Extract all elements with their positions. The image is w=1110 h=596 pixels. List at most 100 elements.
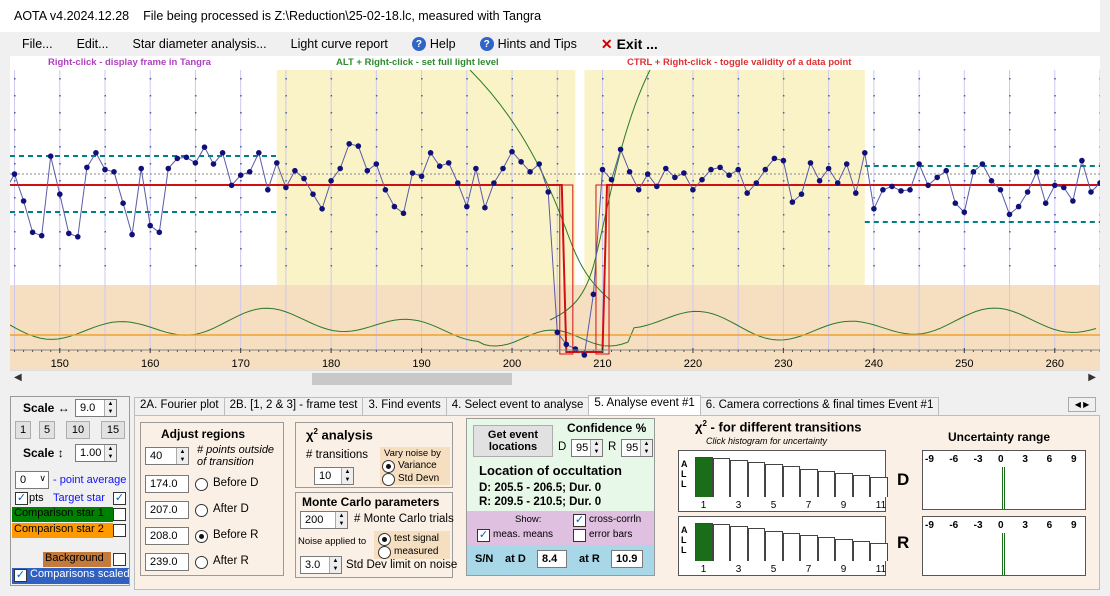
after-d-input[interactable]: 207.0 <box>145 501 189 519</box>
scroll-thumb[interactable] <box>312 373 512 385</box>
tab-frame-test[interactable]: 2B. [1, 2 & 3] - frame test <box>223 397 364 415</box>
spinner-icon[interactable]: ▲ ▼ <box>590 440 602 456</box>
chi2-hist-r-bar[interactable] <box>782 532 800 561</box>
comparisons-scaled-checkbox[interactable]: ✓ <box>14 569 27 582</box>
data-point <box>536 161 542 167</box>
chi2-hist-d-bar[interactable] <box>800 468 818 497</box>
chi2-hist-d-bar[interactable] <box>730 459 748 497</box>
grid-dot <box>240 146 242 148</box>
preset-1-button[interactable]: 1 <box>15 421 31 439</box>
std-devn-label: Std Devn <box>398 473 440 484</box>
cross-corrln-checkbox[interactable]: ✓ <box>573 514 586 527</box>
chi2-hist-d-bar[interactable] <box>747 461 765 497</box>
spinner-icon[interactable]: ▲ ▼ <box>176 448 188 464</box>
spinner-icon[interactable]: ▲ ▼ <box>640 440 652 456</box>
menu-light-curve-report[interactable]: Light curve report <box>279 37 400 51</box>
error-bars-checkbox[interactable] <box>573 529 586 542</box>
chi2-histogram-d[interactable]: A L L 1 3 5 7 9 11 <box>678 450 888 512</box>
tab-select-event[interactable]: 4. Select event to analyse <box>445 397 590 415</box>
preset-15-button[interactable]: 15 <box>101 421 125 439</box>
spinner-icon[interactable]: ▲ ▼ <box>104 400 116 416</box>
chi2-hist-r-bar[interactable] <box>695 523 713 561</box>
points-outside-input[interactable]: 40 ▲ ▼ <box>145 447 189 465</box>
meas-means-checkbox[interactable]: ✓ <box>477 529 490 542</box>
chi2-hist-r-bar[interactable] <box>870 542 888 561</box>
confidence-d-input[interactable]: 95 ▲ ▼ <box>571 439 603 457</box>
chi2-hist-d-bar[interactable] <box>765 463 783 497</box>
chi2-hist-d-bar[interactable] <box>852 475 870 497</box>
grid-dot <box>963 248 966 250</box>
menu-star-diameter[interactable]: Star diameter analysis... <box>121 37 279 51</box>
chi2-hist-r-bar[interactable] <box>730 526 748 561</box>
spinner-icon[interactable]: ▲ ▼ <box>104 445 116 461</box>
preset-10-button[interactable]: 10 <box>66 421 90 439</box>
chi2-hist-d-bar[interactable] <box>870 477 888 497</box>
transitions-input[interactable]: 10 ▲ ▼ <box>314 467 354 485</box>
comparison-2-checkbox[interactable] <box>113 524 126 537</box>
grid-dot <box>873 248 875 250</box>
chi2-hist-r-bar[interactable] <box>747 528 765 561</box>
test-signal-radio[interactable] <box>378 533 391 546</box>
after-r-radio[interactable] <box>195 556 208 569</box>
data-point <box>509 148 515 155</box>
pts-checkbox[interactable]: ✓ <box>15 492 28 505</box>
tab-find-events[interactable]: 3. Find events <box>362 397 447 415</box>
spinner-icon[interactable]: ▲ ▼ <box>341 468 353 484</box>
background-checkbox[interactable] <box>113 553 126 566</box>
chi2-hist-d-bar[interactable] <box>695 457 713 497</box>
chi2-hist-d-bin-label: 1 <box>700 500 707 511</box>
data-point <box>445 160 452 166</box>
scale-h-input[interactable]: 9.0 ▲ ▼ <box>75 399 117 417</box>
before-r-radio[interactable] <box>195 530 208 543</box>
chi2-hist-r-bar[interactable] <box>835 538 853 561</box>
measured-radio[interactable] <box>378 546 391 559</box>
tab-analyse-event[interactable]: 5. Analyse event #1 <box>588 395 701 415</box>
chi2-hist-d-bar[interactable] <box>782 466 800 497</box>
plot-scrollbar[interactable]: ◀ ▶ <box>10 370 1100 386</box>
test-signal-label: test signal <box>394 533 440 544</box>
target-star-checkbox[interactable]: ✓ <box>113 492 126 505</box>
variance-radio[interactable] <box>382 460 395 473</box>
chi2-histogram-r[interactable]: A L L 1 3 5 7 9 11 <box>678 516 888 576</box>
chi2-hist-d-bar[interactable] <box>712 457 730 497</box>
get-event-locations-button[interactable]: Get event locations <box>473 425 553 457</box>
chi2-hist-r-bar[interactable] <box>712 524 730 561</box>
chi2-hist-r-bar[interactable] <box>765 530 783 561</box>
chi2-hist-d-bar[interactable] <box>835 473 853 497</box>
tab-fourier[interactable]: 2A. Fourier plot <box>134 397 225 415</box>
before-d-input[interactable]: 174.0 <box>145 475 189 493</box>
scroll-left-icon[interactable]: ◀ <box>14 372 22 383</box>
after-d-radio[interactable] <box>195 504 208 517</box>
confidence-r-input[interactable]: 95 ▲ ▼ <box>621 439 653 457</box>
chi2-hist-r-bar[interactable] <box>852 540 870 561</box>
chi2-hist-d-bar[interactable] <box>817 470 835 497</box>
light-curve-plot[interactable]: 150 160 170 180 190 200 210 220 230 240 250 260 <box>10 70 1100 370</box>
grid-dot <box>873 146 875 148</box>
std-devn-radio[interactable] <box>382 473 395 486</box>
scroll-right-icon[interactable]: ▶ <box>1088 372 1096 383</box>
spinner-icon[interactable]: ▲ ▼ <box>335 512 347 528</box>
spinner-icon[interactable]: ▲ ▼ <box>329 557 341 573</box>
preset-5-button[interactable]: 5 <box>39 421 55 439</box>
tab-camera-corrections[interactable]: 6. Camera corrections & final times Even… <box>699 397 940 415</box>
menu-exit-label: Exit ... <box>616 36 658 52</box>
chi2-hist-r-bar[interactable] <box>800 534 818 561</box>
grid-dot <box>285 248 287 250</box>
menu-edit[interactable]: Edit... <box>65 37 121 51</box>
scale-v-input[interactable]: 1.00 ▲ ▼ <box>75 444 117 462</box>
grid-dot <box>782 95 785 97</box>
tab-scroll-arrows[interactable]: ◀ ▶ <box>1068 397 1096 412</box>
before-r-input[interactable]: 208.0 <box>145 527 189 545</box>
comparison-1-checkbox[interactable] <box>113 508 126 521</box>
std-limit-input[interactable]: 3.0 ▲ ▼ <box>300 556 342 574</box>
trials-input[interactable]: 200 ▲ ▼ <box>300 511 348 529</box>
menu-help[interactable]: ? Help <box>400 37 468 51</box>
before-d-radio[interactable] <box>195 478 208 491</box>
point-average-select[interactable]: 0 ∨ <box>15 471 49 489</box>
menu-exit[interactable]: ✕ Exit ... <box>589 36 670 53</box>
chi2-hist-r-bar[interactable] <box>817 536 835 561</box>
menu-file[interactable]: File... <box>10 37 65 51</box>
after-r-input[interactable]: 239.0 <box>145 553 189 571</box>
menu-hints[interactable]: ? Hints and Tips <box>468 37 589 51</box>
data-point <box>165 165 172 172</box>
